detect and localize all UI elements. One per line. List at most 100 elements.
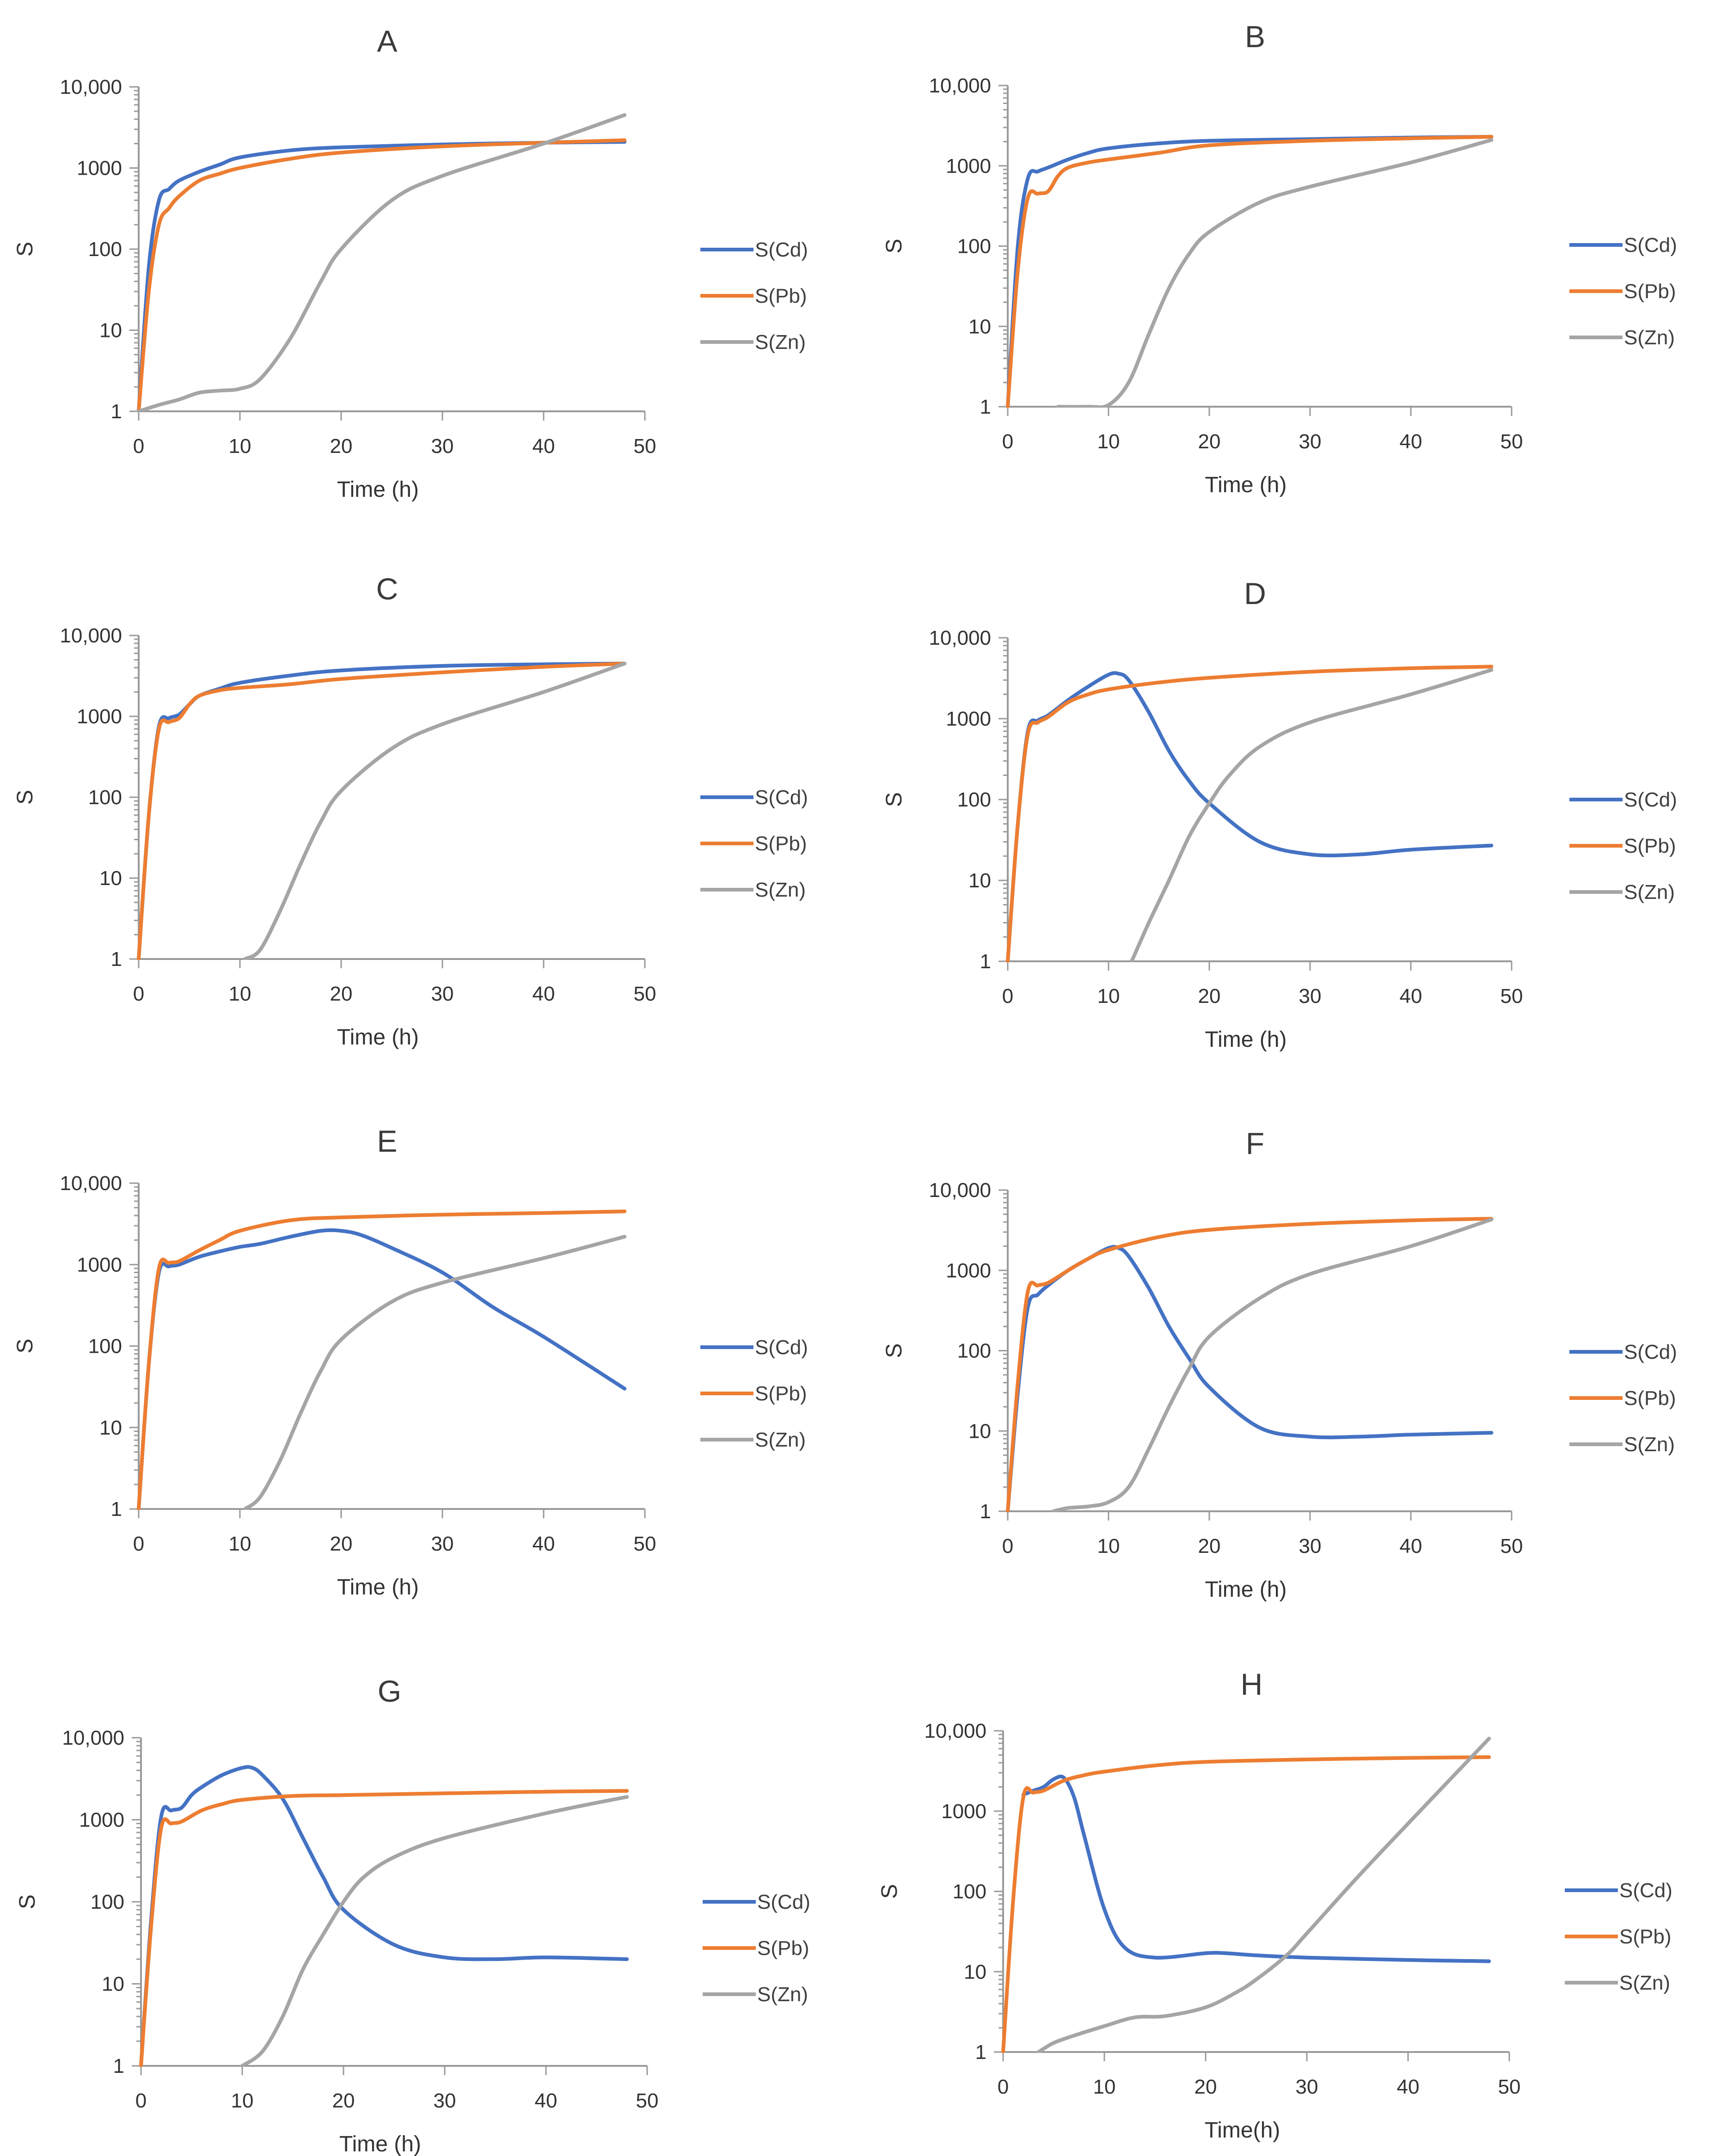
- series-line-cd: [137, 661, 627, 960]
- x-tick-label: 10: [1097, 985, 1120, 1008]
- series-line-zn: [1036, 1736, 1491, 2053]
- x-tick-label: 10: [1097, 1535, 1120, 1557]
- legend-label-cd: S(Cd): [1624, 234, 1677, 257]
- chart-title: D: [1244, 576, 1266, 611]
- x-axis-title: Time (h): [337, 1575, 419, 1600]
- y-tick-label: 1000: [77, 1253, 122, 1276]
- x-tick-label: 20: [1198, 985, 1221, 1008]
- y-tick-label: 100: [88, 786, 122, 809]
- y-axis-title: S: [15, 1894, 40, 1909]
- series-line-pb: [137, 138, 627, 412]
- y-tick-label: 10: [968, 1420, 991, 1442]
- legend-label-cd: S(Cd): [755, 786, 808, 809]
- x-tick-label: 40: [1400, 985, 1422, 1008]
- legend-label-cd: S(Cd): [757, 1891, 810, 1913]
- x-tick-label: 10: [229, 435, 251, 458]
- chart-panel-f: F 1 10 100 1000 10,000 0 10 20 30 40 50 Time (h) S S(C…: [882, 1126, 1677, 1602]
- x-tick-label: 0: [133, 983, 144, 1005]
- series-line-cd: [137, 1228, 627, 1510]
- x-tick-label: 40: [1400, 1535, 1422, 1557]
- y-tick-label: 10,000: [60, 624, 122, 647]
- legend-label-zn: S(Zn): [755, 1429, 806, 1451]
- series-line-pb: [1006, 665, 1494, 962]
- legend-label-cd: S(Cd): [755, 238, 808, 261]
- x-tick-label: 30: [431, 435, 454, 458]
- legend-label-zn: S(Zn): [755, 331, 806, 354]
- legend-label-cd: S(Cd): [1619, 1879, 1672, 1902]
- series-line-cd: [1006, 1245, 1494, 1512]
- x-axis-title: Time (h): [1205, 1577, 1287, 1602]
- series-group: [137, 661, 627, 960]
- x-tick-label: 50: [634, 983, 656, 1005]
- y-tick-label: 100: [957, 1340, 991, 1362]
- series-group: [139, 1765, 629, 2067]
- series-line-pb: [1001, 1755, 1491, 2053]
- y-tick-label: 10: [964, 1961, 986, 1983]
- y-tick-label: 10,000: [62, 1727, 124, 1749]
- series-line-pb: [137, 1209, 627, 1510]
- x-tick-label: 20: [1194, 2076, 1217, 2098]
- legend-label-pb: S(Pb): [755, 285, 807, 307]
- chart-panel-g: G 1 10 100 1000 10,000 0 10 20 30 40 50 Time (h) S S(C…: [15, 1674, 810, 2156]
- y-tick-label: 10,000: [924, 1720, 986, 1742]
- y-axis-title: S: [877, 1884, 902, 1899]
- x-tick-label: 50: [1501, 430, 1523, 453]
- x-tick-label: 20: [330, 983, 353, 1005]
- y-tick-label: 1000: [946, 1259, 991, 1282]
- series-line-pb: [1006, 1217, 1494, 1512]
- x-tick-label: 50: [1498, 2076, 1521, 2098]
- x-tick-label: 50: [1501, 985, 1523, 1008]
- chart-title: A: [377, 24, 397, 58]
- y-tick-label: 1: [111, 1498, 122, 1521]
- series-group: [1006, 665, 1494, 962]
- x-tick-label: 30: [1296, 2076, 1318, 2098]
- y-tick-label: 10,000: [60, 76, 122, 98]
- series-group: [137, 113, 627, 412]
- y-tick-label: 10,000: [929, 74, 991, 97]
- y-tick-label: 10,000: [60, 1172, 122, 1195]
- chart-title: B: [1245, 19, 1265, 54]
- x-tick-label: 40: [1397, 2076, 1420, 2098]
- series-line-zn: [137, 113, 627, 412]
- x-tick-label: 10: [1093, 2076, 1116, 2098]
- series-group: [1006, 134, 1494, 408]
- y-tick-label: 10: [99, 319, 122, 342]
- x-tick-label: 0: [133, 1533, 144, 1555]
- legend-label-pb: S(Pb): [755, 832, 807, 855]
- y-tick-label: 100: [88, 238, 122, 261]
- y-tick-label: 1: [111, 400, 122, 423]
- y-tick-label: 100: [91, 1891, 124, 1913]
- series-line-zn: [243, 1234, 627, 1510]
- x-axis-title: Time(h): [1205, 2118, 1280, 2143]
- y-tick-label: 10: [968, 869, 991, 892]
- series-line-cd: [1006, 671, 1494, 962]
- x-tick-label: 40: [533, 983, 555, 1005]
- series-line-zn: [1130, 668, 1494, 962]
- chart-title: G: [378, 1674, 401, 1708]
- x-tick-label: 10: [229, 1533, 251, 1555]
- series-line-zn: [1056, 138, 1494, 408]
- y-tick-label: 1: [980, 1500, 991, 1523]
- legend-label-zn: S(Zn): [755, 879, 806, 901]
- x-tick-label: 40: [533, 435, 555, 458]
- x-tick-label: 20: [330, 1533, 353, 1555]
- x-tick-label: 0: [133, 435, 144, 458]
- legend-label-pb: S(Pb): [755, 1382, 807, 1405]
- y-tick-label: 1: [111, 948, 122, 971]
- y-tick-label: 10: [968, 315, 991, 338]
- x-tick-label: 20: [332, 2089, 355, 2112]
- x-tick-label: 50: [1501, 1535, 1523, 1557]
- legend-label-cd: S(Cd): [755, 1336, 808, 1359]
- y-axis-title: S: [13, 790, 37, 805]
- legend-label-cd: S(Cd): [1624, 788, 1677, 811]
- x-tick-label: 30: [431, 1533, 454, 1555]
- y-tick-label: 10: [102, 1973, 124, 1996]
- y-tick-label: 1000: [946, 708, 991, 730]
- x-tick-label: 0: [998, 2076, 1009, 2098]
- x-axis-title: Time (h): [339, 2132, 421, 2156]
- y-tick-label: 1000: [941, 1800, 986, 1823]
- legend-label-zn: S(Zn): [757, 1983, 808, 2006]
- chart-panel-d: D 1 10 100 1000 10,000 0 10 20 30 40 50 Time (h) S S(C…: [882, 576, 1677, 1052]
- x-tick-label: 20: [1198, 1535, 1221, 1557]
- legend-label-zn: S(Zn): [1619, 1972, 1670, 1994]
